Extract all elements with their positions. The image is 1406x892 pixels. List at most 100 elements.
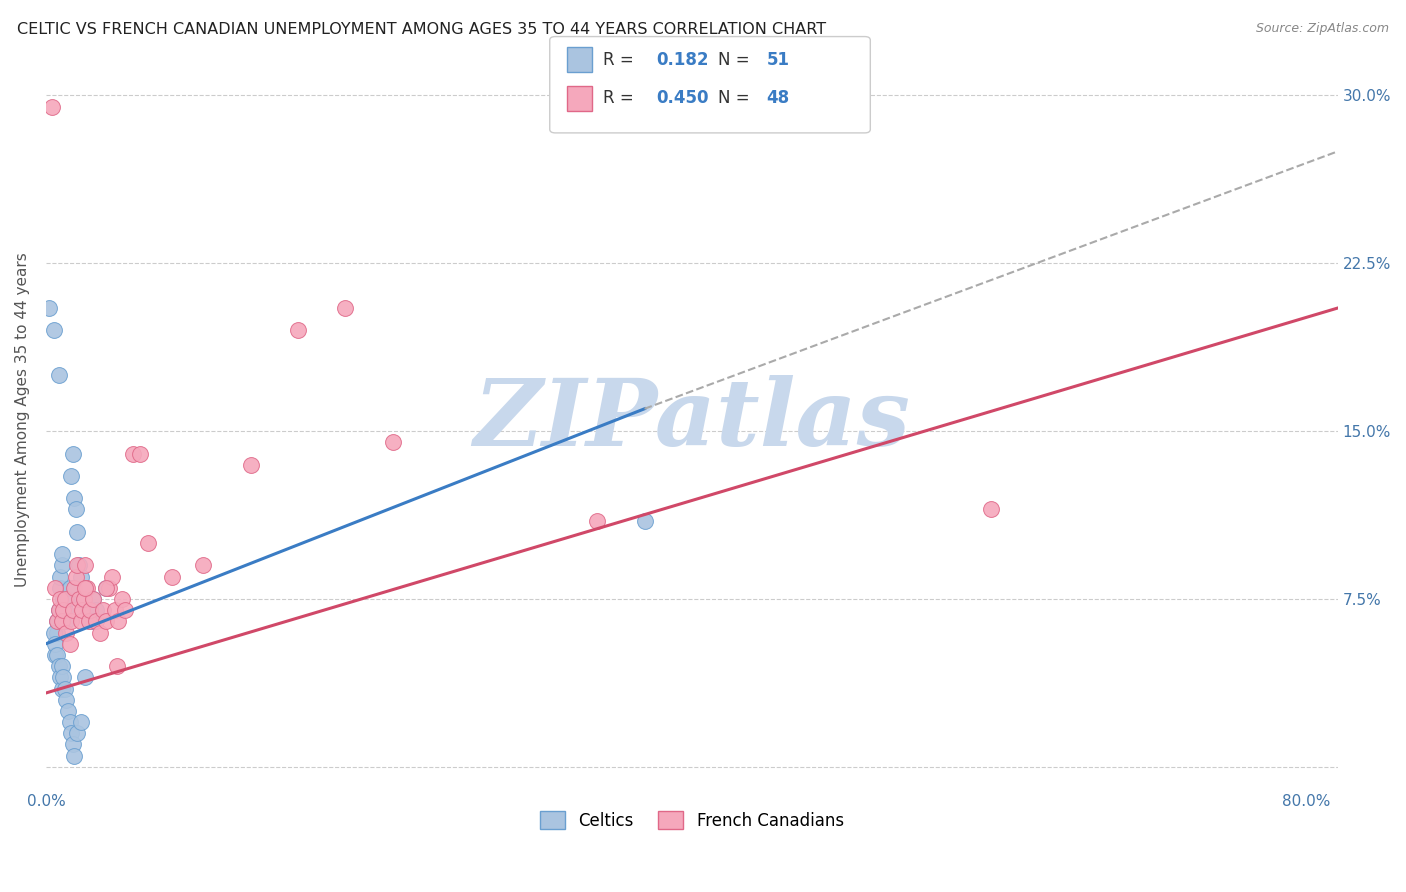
Text: ZIPatlas: ZIPatlas bbox=[474, 375, 910, 465]
Point bbox=[335, 301, 357, 315]
Point bbox=[69, 715, 91, 730]
Point bbox=[51, 681, 73, 696]
Text: 0.182: 0.182 bbox=[657, 51, 709, 69]
Point bbox=[62, 603, 84, 617]
Point bbox=[104, 603, 127, 617]
Point bbox=[94, 615, 117, 629]
Y-axis label: Unemployment Among Ages 35 to 44 years: Unemployment Among Ages 35 to 44 years bbox=[15, 252, 30, 587]
Point bbox=[52, 670, 75, 684]
Point bbox=[44, 648, 66, 662]
Point bbox=[66, 524, 89, 539]
Point bbox=[51, 615, 73, 629]
Point bbox=[287, 323, 309, 337]
Point bbox=[66, 558, 89, 573]
Text: CELTIC VS FRENCH CANADIAN UNEMPLOYMENT AMONG AGES 35 TO 44 YEARS CORRELATION CHA: CELTIC VS FRENCH CANADIAN UNEMPLOYMENT A… bbox=[17, 22, 825, 37]
Point bbox=[41, 100, 63, 114]
Point bbox=[86, 615, 108, 629]
Point bbox=[48, 603, 70, 617]
Point bbox=[67, 592, 90, 607]
Point bbox=[65, 502, 87, 516]
Point bbox=[75, 581, 97, 595]
Point bbox=[75, 670, 97, 684]
Point bbox=[49, 569, 72, 583]
Point bbox=[70, 603, 93, 617]
Point bbox=[105, 659, 128, 673]
Text: 51: 51 bbox=[766, 51, 789, 69]
Text: 48: 48 bbox=[766, 89, 789, 107]
Text: R =: R = bbox=[603, 89, 640, 107]
Point bbox=[121, 446, 143, 460]
Point bbox=[42, 625, 65, 640]
Point bbox=[107, 615, 129, 629]
Point bbox=[381, 435, 404, 450]
Point bbox=[633, 514, 655, 528]
Point bbox=[46, 625, 69, 640]
Point bbox=[67, 558, 90, 573]
Point bbox=[51, 659, 73, 673]
Point bbox=[38, 301, 60, 315]
Point bbox=[53, 592, 76, 607]
Point bbox=[59, 715, 82, 730]
Point bbox=[94, 581, 117, 595]
Point bbox=[53, 603, 76, 617]
Point bbox=[51, 558, 73, 573]
Point bbox=[52, 592, 75, 607]
Point bbox=[51, 547, 73, 561]
Point bbox=[79, 603, 101, 617]
Point bbox=[239, 458, 262, 472]
Point bbox=[76, 581, 98, 595]
Point bbox=[60, 726, 83, 740]
Point bbox=[98, 581, 121, 595]
Point bbox=[75, 558, 97, 573]
Point bbox=[63, 581, 86, 595]
Point bbox=[44, 581, 66, 595]
Point bbox=[82, 592, 104, 607]
Point bbox=[193, 558, 215, 573]
Point bbox=[56, 704, 79, 718]
Point bbox=[44, 637, 66, 651]
Text: Source: ZipAtlas.com: Source: ZipAtlas.com bbox=[1256, 22, 1389, 36]
Point bbox=[48, 368, 70, 383]
Point bbox=[62, 446, 84, 460]
Text: N =: N = bbox=[718, 89, 755, 107]
Point bbox=[46, 615, 69, 629]
Point bbox=[110, 592, 132, 607]
Point bbox=[77, 615, 100, 629]
Point bbox=[56, 592, 79, 607]
Point bbox=[70, 592, 93, 607]
Point bbox=[980, 502, 1002, 516]
Point bbox=[129, 446, 152, 460]
Point bbox=[42, 323, 65, 337]
Text: N =: N = bbox=[718, 51, 755, 69]
Point bbox=[65, 569, 87, 583]
Point bbox=[101, 569, 124, 583]
Point bbox=[46, 615, 69, 629]
Point bbox=[73, 592, 96, 607]
Point bbox=[52, 603, 75, 617]
Point bbox=[49, 670, 72, 684]
Point bbox=[138, 536, 160, 550]
Point bbox=[82, 592, 104, 607]
Point bbox=[94, 581, 117, 595]
Point bbox=[69, 615, 91, 629]
Point bbox=[77, 603, 100, 617]
Point bbox=[55, 615, 77, 629]
Point bbox=[55, 625, 77, 640]
Point bbox=[82, 615, 104, 629]
Point bbox=[49, 592, 72, 607]
Point bbox=[114, 603, 136, 617]
Point bbox=[48, 603, 70, 617]
Point bbox=[59, 581, 82, 595]
Point bbox=[59, 637, 82, 651]
Point bbox=[69, 569, 91, 583]
Legend: Celtics, French Canadians: Celtics, French Canadians bbox=[533, 805, 851, 837]
Point bbox=[55, 692, 77, 706]
Point bbox=[63, 491, 86, 506]
Point bbox=[46, 648, 69, 662]
Point bbox=[52, 615, 75, 629]
Point bbox=[79, 615, 101, 629]
Point bbox=[63, 748, 86, 763]
Point bbox=[62, 738, 84, 752]
Point bbox=[160, 569, 183, 583]
Point bbox=[66, 726, 89, 740]
